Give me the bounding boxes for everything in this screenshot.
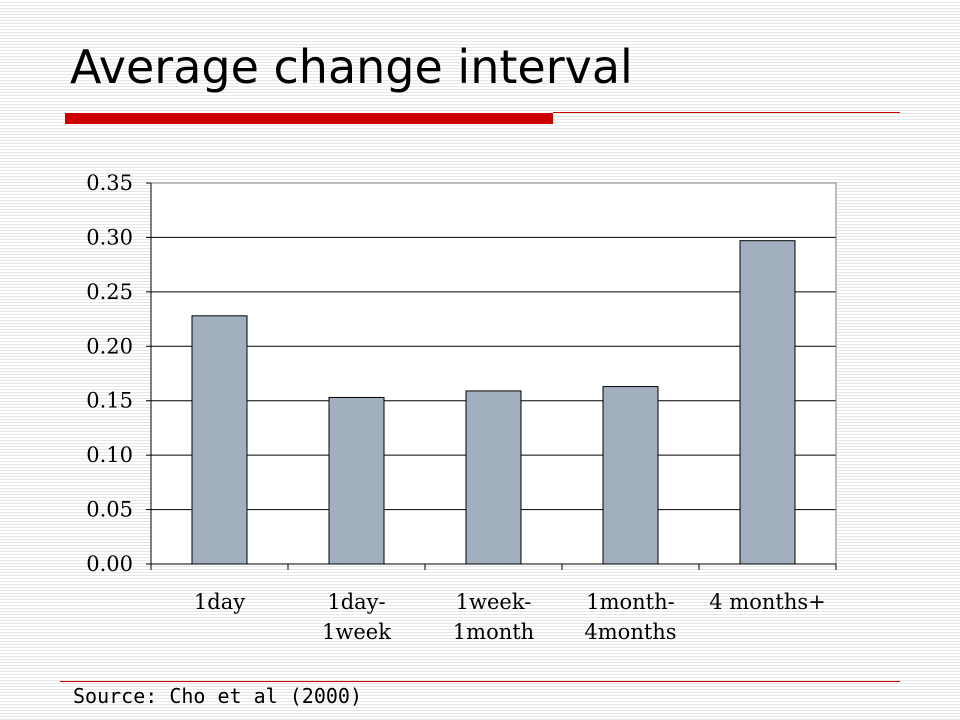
x-category-label: 4months <box>584 620 676 644</box>
y-tick-label: 0.10 <box>86 443 133 467</box>
x-category-label: 1month <box>453 620 534 644</box>
slide-title: Average change interval <box>70 40 633 94</box>
title-underline-thin <box>553 112 900 113</box>
y-tick-label: 0.15 <box>86 389 133 413</box>
bar <box>465 390 522 565</box>
x-category-label: 1day- <box>327 590 385 614</box>
x-category-label: 1month- <box>586 590 675 614</box>
x-category-label: 1week <box>322 620 391 644</box>
bar <box>739 240 796 565</box>
bar-chart: 0.00 0.05 0.10 0.15 0.20 0.25 0.30 0.35 1day 1day… <box>86 171 837 644</box>
y-tick-label: 0.30 <box>86 225 133 249</box>
bar <box>328 396 385 565</box>
x-category-label: 1day <box>194 590 245 614</box>
y-tick-label: 0.20 <box>86 334 133 358</box>
bar <box>602 386 659 565</box>
x-category-label: 1week- <box>456 590 532 614</box>
y-tick-label: 0.00 <box>86 552 133 576</box>
x-category-label: 4 months+ <box>709 590 825 614</box>
title-underline-thick <box>65 113 553 124</box>
bar <box>191 315 248 565</box>
y-tick-label: 0.05 <box>86 498 133 522</box>
y-tick-label: 0.35 <box>86 171 133 195</box>
y-tick-label: 0.25 <box>86 280 133 304</box>
source-citation: Source: Cho et al (2000) <box>73 684 362 708</box>
footer-rule <box>60 681 900 682</box>
